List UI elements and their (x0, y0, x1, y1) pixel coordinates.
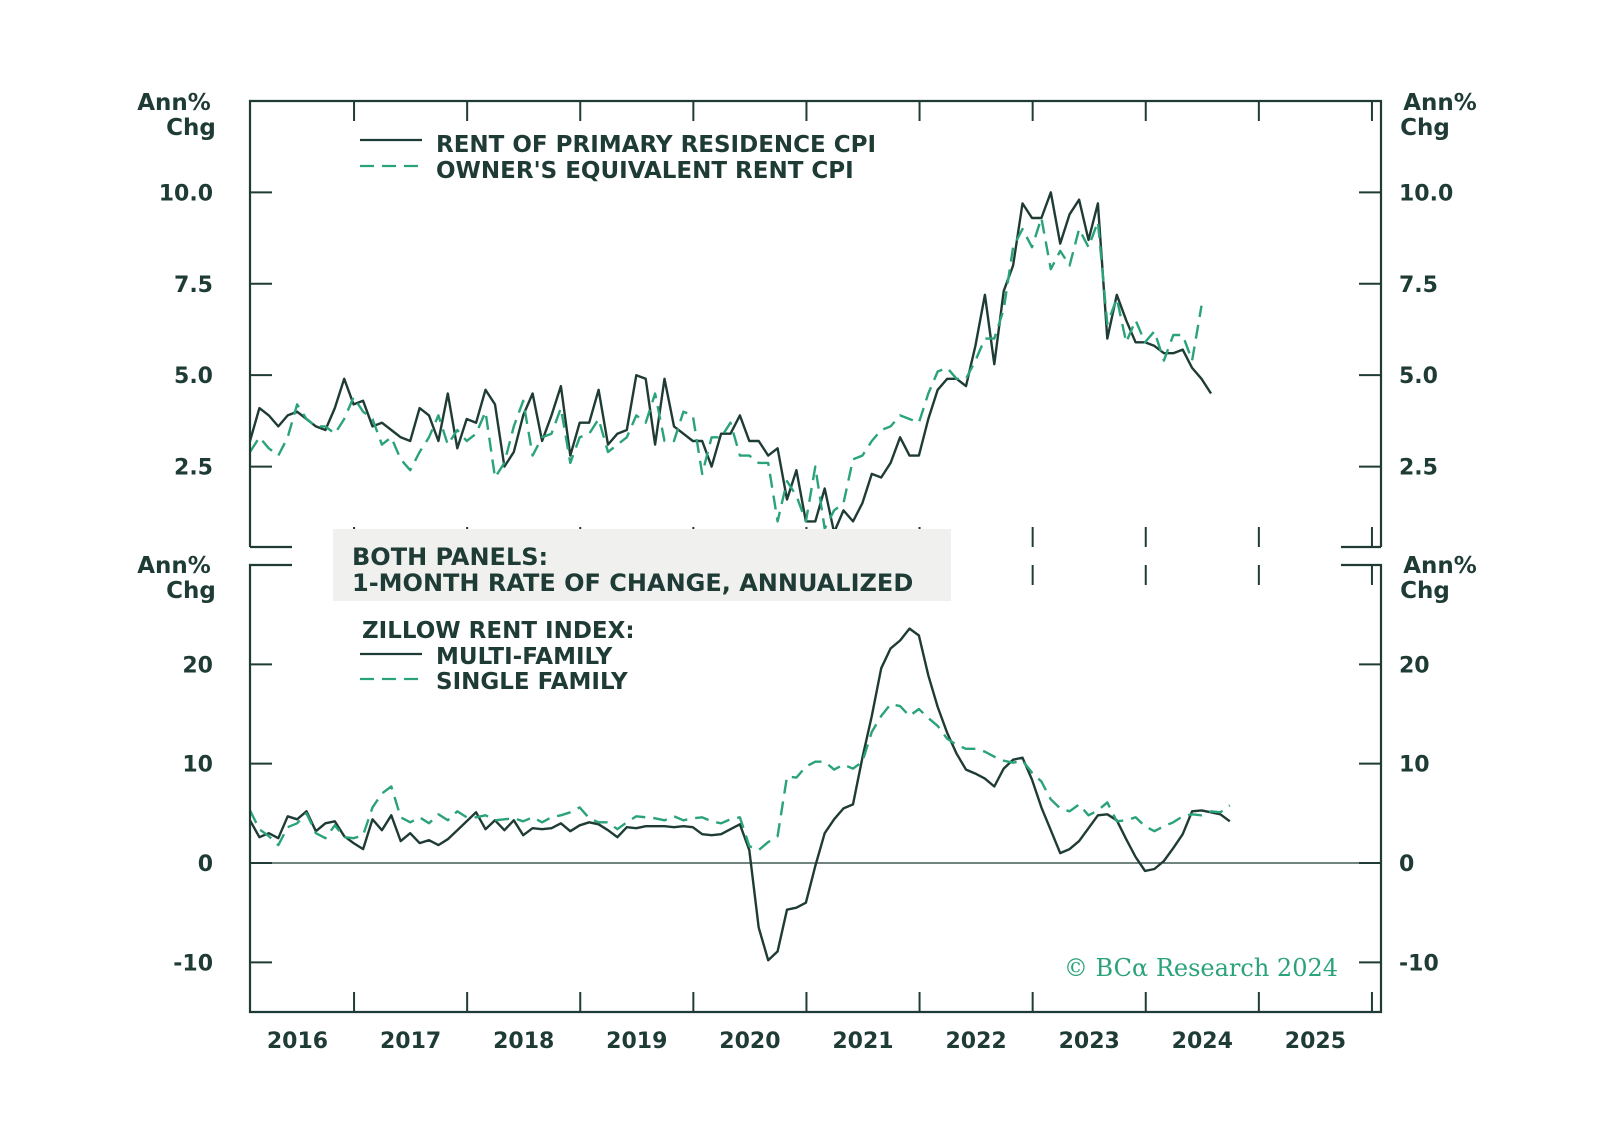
y-tick-label-right: 7.5 (1399, 273, 1438, 298)
top-panel-frame (248, 99, 1383, 547)
top-right-unit-label: Ann% Chg (1400, 90, 1477, 141)
y-tick-label-right: 0 (1399, 852, 1414, 877)
unit-line-1: Ann% (137, 90, 211, 116)
x-tick-label: 2019 (606, 1029, 667, 1054)
y-tick-label-left: 5.0 (174, 364, 213, 389)
y-tick-label-right: 5.0 (1399, 364, 1438, 389)
series-line-multi-family (248, 627, 1231, 962)
unit-line-2: Chg (166, 115, 216, 141)
legend-label-oer: OWNER'S EQUIVALENT RENT CPI (436, 158, 854, 184)
x-tick-label: 2023 (1059, 1029, 1120, 1054)
unit-line-2: Chg (1400, 115, 1450, 141)
unit-line-1: Ann% (1403, 90, 1477, 116)
bottom-legend: ZILLOW RENT INDEX: MULTI-FAMILY SINGLE F… (360, 618, 635, 695)
x-tick-label: 2020 (719, 1029, 780, 1054)
note-background (333, 529, 951, 601)
unit-line-2: Chg (166, 578, 216, 604)
legend-label-multi-family: MULTI-FAMILY (436, 644, 613, 670)
x-tick-label: 2018 (493, 1029, 554, 1054)
bottom-left-unit-label: Ann% Chg (137, 553, 216, 604)
series-line-rent-of-primary-residence-cpi (248, 191, 1213, 534)
y-tick-label-left: 10.0 (159, 181, 213, 206)
x-tick-label: 2022 (945, 1029, 1006, 1054)
series-line-single-family (248, 702, 1231, 852)
y-tick-label-left: 2.5 (174, 456, 213, 481)
x-tick-label: 2021 (832, 1029, 893, 1054)
legend-title-zillow: ZILLOW RENT INDEX: (362, 618, 635, 644)
x-tick-label: 2017 (380, 1029, 441, 1054)
series-line-owner-s-equivalent-rent-cpi (248, 216, 1203, 530)
note-line-1: BOTH PANELS: (352, 543, 548, 571)
note-line-2: 1-MONTH RATE OF CHANGE, ANNUALIZED (352, 569, 913, 597)
y-tick-label-right: 2.5 (1399, 456, 1438, 481)
y-tick-label-left: 10 (182, 753, 213, 778)
y-tick-label-left: -10 (173, 951, 213, 976)
y-tick-label-left: 0 (198, 852, 213, 877)
y-tick-label-left: 7.5 (174, 273, 213, 298)
unit-line-1: Ann% (137, 553, 211, 579)
unit-line-1: Ann% (1403, 553, 1477, 579)
copyright-text: © BCα Research 2024 (1064, 954, 1338, 982)
y-tick-label-right: -10 (1399, 951, 1439, 976)
y-tick-label-right: 10.0 (1399, 181, 1453, 206)
y-tick-label-right: 20 (1399, 653, 1430, 678)
top-left-unit-label: Ann% Chg (137, 90, 216, 141)
x-tick-label: 2025 (1285, 1029, 1346, 1054)
y-tick-label-left: 20 (182, 653, 213, 678)
top-legend: RENT OF PRIMARY RESIDENCE CPI OWNER'S EQ… (360, 132, 876, 184)
unit-line-2: Chg (1400, 578, 1450, 604)
bottom-panel-frame (248, 563, 1383, 1014)
x-tick-label: 2024 (1172, 1029, 1233, 1054)
legend-label-rent-primary: RENT OF PRIMARY RESIDENCE CPI (436, 132, 876, 158)
y-tick-label-right: 10 (1399, 753, 1430, 778)
legend-label-single-family: SINGLE FAMILY (436, 669, 628, 695)
note-box: BOTH PANELS: 1-MONTH RATE OF CHANGE, ANN… (333, 529, 951, 601)
bottom-right-unit-label: Ann% Chg (1400, 553, 1477, 604)
x-tick-label: 2016 (267, 1029, 328, 1054)
